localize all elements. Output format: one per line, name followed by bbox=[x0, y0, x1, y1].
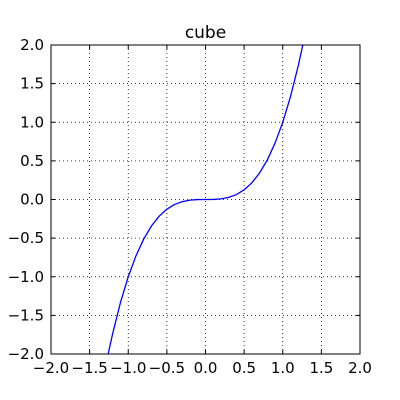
series-line bbox=[107, 45, 304, 354]
y-tick-label: −1.0 bbox=[8, 268, 44, 286]
y-tick-label: 0.0 bbox=[20, 191, 44, 209]
x-tick-label: −1.5 bbox=[71, 359, 107, 377]
y-tick-label: 0.5 bbox=[20, 152, 44, 170]
y-tick-label: −2.0 bbox=[8, 345, 44, 363]
series-layer bbox=[107, 45, 304, 354]
x-tick-label: −2.0 bbox=[33, 359, 69, 377]
x-tick-label: −1.0 bbox=[110, 359, 146, 377]
x-tick-label: 1.0 bbox=[271, 359, 295, 377]
x-tick-label: 1.5 bbox=[309, 359, 333, 377]
y-tick-label: 1.5 bbox=[20, 75, 44, 93]
y-tick-label: −1.5 bbox=[8, 306, 44, 324]
x-tick-labels: −2.0 −1.5 −1.0 −0.5 0.0 0.5 1.0 1.5 2.0 bbox=[33, 359, 372, 377]
x-tick-label: 0.0 bbox=[194, 359, 218, 377]
x-tick-label: 2.0 bbox=[348, 359, 372, 377]
y-tick-label: −0.5 bbox=[8, 229, 44, 247]
y-tick-label: 1.0 bbox=[20, 113, 44, 131]
chart-title: cube bbox=[185, 23, 226, 43]
y-tick-label: 2.0 bbox=[20, 36, 44, 54]
ticks bbox=[50, 44, 361, 355]
y-tick-labels: −2.0 −1.5 −1.0 −0.5 0.0 0.5 1.0 1.5 2.0 bbox=[8, 36, 44, 363]
x-tick-label: 0.5 bbox=[232, 359, 256, 377]
x-tick-label: −0.5 bbox=[149, 359, 185, 377]
